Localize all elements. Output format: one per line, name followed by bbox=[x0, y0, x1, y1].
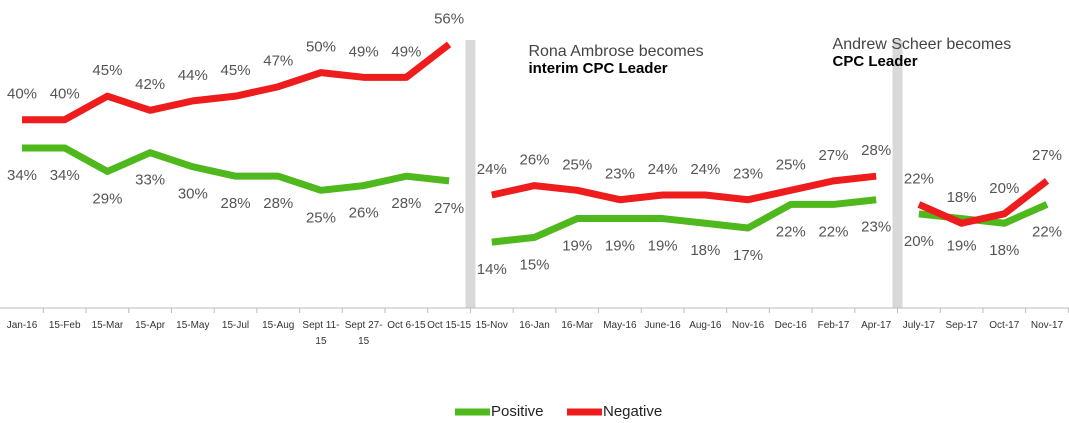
data-label: 18% bbox=[989, 242, 1019, 259]
separator-bar bbox=[892, 40, 903, 308]
data-label: 19% bbox=[947, 238, 977, 255]
x-tick-label: Nov-16 bbox=[731, 320, 765, 331]
x-tick-label: Oct 15-15 bbox=[427, 320, 472, 331]
data-label: 50% bbox=[306, 39, 336, 56]
data-label: 20% bbox=[904, 233, 934, 250]
data-label: 24% bbox=[648, 161, 678, 178]
data-label: 25% bbox=[306, 209, 336, 226]
data-label: 47% bbox=[263, 53, 293, 70]
data-label: 40% bbox=[50, 86, 80, 103]
x-tick-label: 16-Mar bbox=[561, 320, 594, 331]
data-label: 30% bbox=[178, 186, 208, 203]
data-label: 24% bbox=[477, 161, 507, 178]
data-label: 42% bbox=[135, 76, 165, 93]
data-label: 19% bbox=[605, 238, 635, 255]
data-label: 49% bbox=[391, 43, 421, 60]
line bbox=[491, 196, 877, 246]
x-tick-label: 15-Jul bbox=[221, 320, 250, 331]
x-tick-label: Sept 11-15 bbox=[302, 320, 340, 347]
x-tick-label: Aug-16 bbox=[689, 320, 722, 331]
separator-bar bbox=[465, 40, 476, 308]
x-tick-label: Dec-16 bbox=[774, 320, 807, 331]
data-label: 27% bbox=[434, 200, 464, 217]
data-label: 34% bbox=[7, 167, 37, 184]
x-tick-label: Feb-17 bbox=[817, 320, 850, 331]
x-tick-label: July-17 bbox=[902, 320, 935, 331]
line bbox=[917, 178, 1050, 227]
x-tick-label: Jan-16 bbox=[6, 320, 38, 331]
x-tick-label: 15-Nov bbox=[475, 320, 508, 331]
data-label: 25% bbox=[776, 156, 806, 173]
data-label: 23% bbox=[733, 166, 763, 183]
annotation: Andrew Scheer becomes bbox=[833, 36, 1012, 53]
data-label: 19% bbox=[562, 238, 592, 255]
x-tick-label: Sep-17 bbox=[945, 320, 978, 331]
x-tick-label: 15-Aug bbox=[262, 320, 295, 331]
x-tick-label: 16-Jan bbox=[519, 320, 550, 331]
annotation: Rona Ambrose becomes bbox=[528, 43, 703, 60]
data-label: 15% bbox=[519, 256, 549, 273]
legend-label: Negative bbox=[603, 403, 662, 420]
data-label: 29% bbox=[92, 190, 122, 207]
x-tick-label: Oct-17 bbox=[989, 320, 1020, 331]
x-tick-label: May-16 bbox=[603, 320, 637, 331]
data-label: 17% bbox=[733, 247, 763, 264]
data-label: 20% bbox=[989, 180, 1019, 197]
data-label: 22% bbox=[776, 223, 806, 240]
data-label: 33% bbox=[135, 172, 165, 189]
x-tick-label: Oct 6-15 bbox=[387, 320, 426, 331]
data-label: 28% bbox=[861, 142, 891, 159]
data-label: 14% bbox=[477, 261, 507, 278]
data-label: 34% bbox=[50, 167, 80, 184]
line bbox=[22, 144, 450, 194]
data-label: 18% bbox=[947, 189, 977, 206]
line bbox=[491, 172, 877, 204]
data-label: 44% bbox=[178, 67, 208, 84]
line bbox=[22, 41, 452, 124]
data-label: 24% bbox=[690, 161, 720, 178]
annotation-bold: interim CPC Leader bbox=[528, 60, 667, 77]
data-label: 49% bbox=[349, 43, 379, 60]
x-tick-label: June-16 bbox=[644, 320, 681, 331]
x-tick-label: 15-Feb bbox=[48, 320, 81, 331]
x-tick-label: 15-Mar bbox=[91, 320, 124, 331]
annotation-bold: CPC Leader bbox=[833, 53, 918, 70]
data-label: 28% bbox=[221, 195, 251, 212]
data-label: 45% bbox=[92, 62, 122, 79]
x-tick-label: Sept 27-15 bbox=[344, 320, 383, 347]
legend-label: Positive bbox=[491, 403, 544, 420]
data-label: 25% bbox=[562, 156, 592, 173]
x-tick-label: Apr-17 bbox=[861, 320, 892, 331]
data-label: 22% bbox=[1032, 223, 1062, 240]
data-label: 28% bbox=[391, 195, 421, 212]
x-tick-label: 15-May bbox=[176, 320, 210, 331]
data-label: 27% bbox=[818, 147, 848, 164]
data-label: 23% bbox=[861, 219, 891, 236]
data-label: 40% bbox=[7, 86, 37, 103]
data-label: 22% bbox=[818, 223, 848, 240]
data-label: 56% bbox=[434, 10, 464, 27]
data-label: 27% bbox=[1032, 147, 1062, 164]
data-label: 22% bbox=[904, 170, 934, 187]
data-label: 26% bbox=[519, 152, 549, 169]
data-label: 45% bbox=[221, 62, 251, 79]
x-tick-label: 15-Apr bbox=[135, 320, 166, 331]
data-label: 26% bbox=[349, 205, 379, 222]
data-label: 19% bbox=[648, 238, 678, 255]
data-label: 23% bbox=[605, 166, 635, 183]
data-label: 18% bbox=[690, 242, 720, 259]
x-tick-label: Nov-17 bbox=[1030, 320, 1064, 331]
data-label: 28% bbox=[263, 195, 293, 212]
